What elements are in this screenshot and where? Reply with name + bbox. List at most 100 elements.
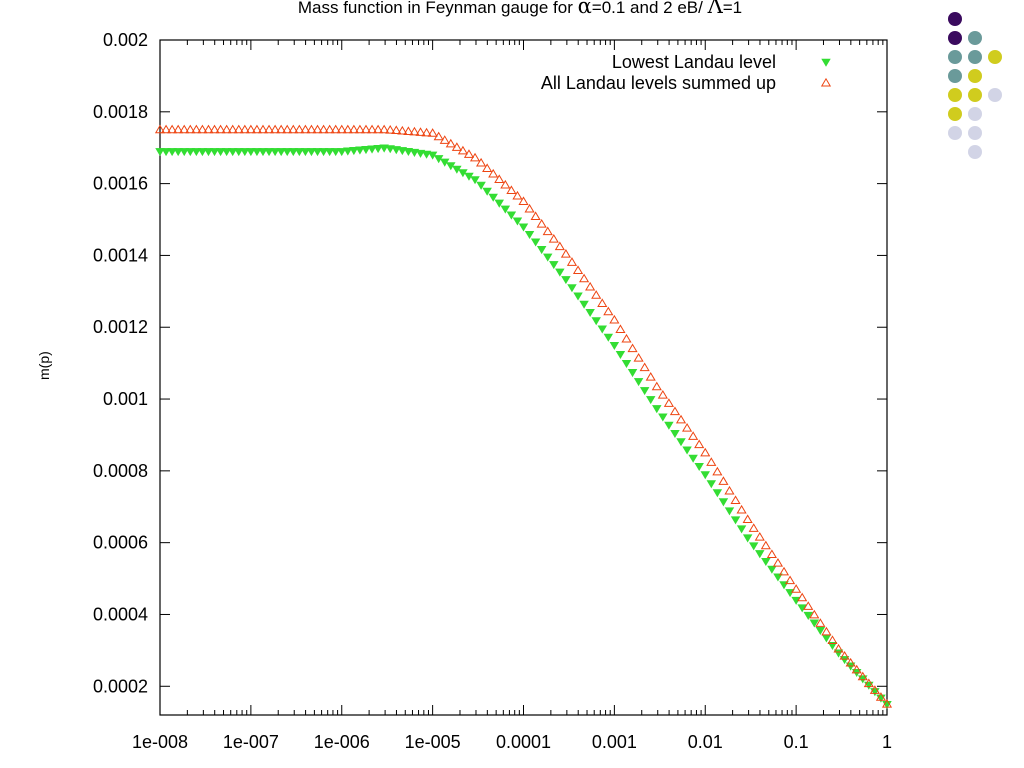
all-landau-point: [845, 657, 856, 667]
decorative-dot: [968, 31, 982, 45]
lowest-landau-point: [337, 148, 347, 157]
all-landau-point: [391, 125, 402, 135]
all-landau-point: [718, 476, 729, 485]
y-tick-label: 0.0016: [93, 174, 148, 194]
all-landau-point: [306, 124, 317, 134]
decorative-dot: [948, 12, 962, 26]
all-landau-point: [542, 226, 553, 236]
all-landau-point: [270, 124, 281, 134]
all-landau-point: [379, 124, 390, 134]
all-landau-point: [227, 124, 238, 134]
lowest-landau-point: [597, 325, 607, 334]
x-tick-label: 1e-006: [314, 732, 370, 752]
y-tick-label: 0.001: [103, 389, 148, 409]
lowest-landau-point: [567, 284, 577, 293]
lowest-landau-point: [155, 148, 165, 157]
lowest-landau-point: [270, 148, 280, 157]
decorative-dot: [948, 88, 962, 102]
all-landau-point: [354, 124, 365, 134]
all-landau-point: [185, 124, 196, 134]
lowest-landau-point: [730, 516, 741, 525]
all-landau-point: [712, 466, 723, 476]
all-landau-point: [754, 531, 765, 541]
lowest-landau-point: [512, 217, 523, 226]
all-landau-point: [766, 549, 777, 558]
y-tick-label: 0.0004: [93, 604, 148, 624]
lowest-landau-point: [742, 534, 753, 543]
all-landau-point: [815, 618, 826, 627]
all-landau-point: [457, 145, 468, 155]
all-landau-point: [263, 124, 275, 134]
lowest-landau-point: [712, 489, 723, 498]
all-landau-point: [251, 124, 263, 134]
lowest-landau-point: [355, 146, 365, 155]
lowest-landau-point: [736, 525, 747, 534]
all-landau-point: [191, 124, 202, 134]
decorative-dot: [948, 126, 962, 140]
all-landau-point: [348, 124, 359, 134]
lowest-landau-point: [488, 193, 498, 202]
lowest-landau-point: [748, 542, 759, 551]
all-landau-point: [760, 540, 771, 550]
all-landau-point: [445, 138, 456, 148]
lowest-landau-point: [676, 438, 686, 447]
lowest-landau-point: [191, 148, 202, 157]
lowest-landau-point: [530, 238, 541, 247]
all-landau-point: [276, 124, 287, 134]
all-landau-point: [833, 643, 844, 653]
plot-frame: [159, 39, 888, 716]
all-landau-point: [469, 152, 481, 162]
lowest-landau-point: [670, 430, 680, 439]
chart-title: Mass function in Feynman gauge for α=0.1…: [297, 0, 743, 18]
decorative-dot: [968, 88, 982, 102]
lowest-landau-point: [864, 681, 874, 690]
lowest-landau-point: [579, 300, 589, 309]
all-landau-point: [615, 324, 626, 334]
all-landau-point: [651, 381, 662, 391]
all-landau-point: [421, 127, 432, 137]
all-landau-point: [300, 124, 311, 134]
lowest-landau-point: [367, 145, 377, 154]
lowest-landau-point: [258, 148, 268, 157]
all-landau-point: [663, 398, 674, 407]
all-landau-point: [839, 650, 850, 660]
decorative-dot: [968, 126, 982, 140]
all-landau-point: [881, 699, 893, 708]
lowest-landau-point: [518, 223, 529, 232]
all-landau-point: [603, 306, 614, 316]
lowest-landau-point: [179, 148, 189, 157]
all-landau-point: [700, 447, 711, 457]
all-landau-point: [336, 124, 347, 134]
lowest-landau-point: [761, 557, 771, 566]
lowest-landau-point: [252, 148, 262, 157]
y-tick-label: 0.002: [103, 30, 148, 50]
all-landau-point: [233, 124, 244, 134]
decorative-dot: [948, 50, 962, 64]
all-landau-point: [597, 298, 608, 308]
all-landau-point: [403, 126, 414, 135]
lowest-landau-point: [809, 619, 820, 628]
all-landau-point: [772, 558, 784, 567]
all-landau-point: [385, 124, 396, 134]
all-landau-point: [633, 352, 644, 362]
all-landau-point: [548, 234, 559, 243]
lowest-landau-point: [664, 421, 674, 430]
decorative-dot: [968, 69, 982, 83]
all-landau-point: [560, 249, 571, 258]
lowest-landau-point: [324, 148, 335, 157]
decorative-dot: [948, 69, 962, 83]
all-landau-point: [488, 168, 499, 178]
all-landau-point: [869, 685, 880, 694]
lowest-landau-point: [603, 333, 614, 342]
lowest-landau-point: [573, 292, 583, 301]
lowest-landau-point: [543, 253, 553, 262]
all-landau-point: [476, 157, 487, 167]
x-tick-label: 1e-008: [132, 732, 188, 752]
lowest-landau-point: [470, 176, 480, 185]
decorative-dot: [948, 31, 962, 45]
all-landau-point: [312, 124, 323, 134]
decorative-dot: [988, 88, 1002, 102]
all-landau-point: [724, 485, 735, 495]
lowest-landau-point: [240, 148, 250, 157]
